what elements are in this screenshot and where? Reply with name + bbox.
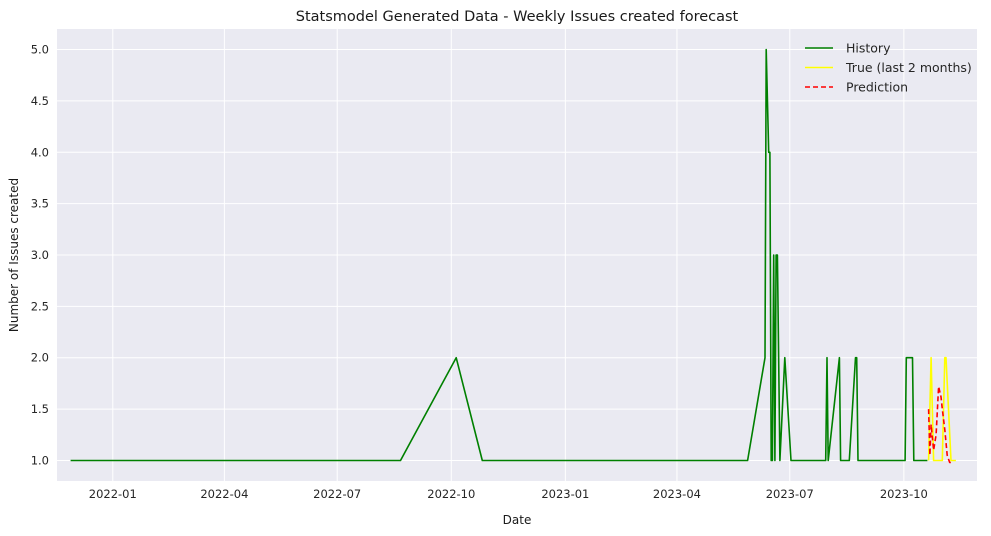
y-axis-label: Number of Issues created: [7, 178, 21, 332]
x-tick-label: 2023-10: [880, 487, 928, 501]
series-layer: [70, 48, 956, 464]
x-tick-label: 2022-07: [313, 487, 361, 501]
y-tick-label: 3.0: [31, 248, 49, 262]
x-tick-label: 2023-04: [653, 487, 701, 501]
y-tick-label: 2.5: [31, 299, 49, 313]
x-axis-ticks: 2022-01 2022-04 2022-07 2022-10 2023-01 2023-…: [89, 487, 928, 501]
grid: [57, 29, 977, 481]
y-tick-label: 4.5: [31, 94, 49, 108]
y-tick-label: 2.0: [31, 351, 49, 365]
y-tick-label: 1.0: [31, 453, 49, 467]
y-tick-label: 4.0: [31, 145, 49, 159]
chart-title: Statsmodel Generated Data - Weekly Issue…: [296, 9, 739, 25]
x-tick-label: 2023-07: [766, 487, 814, 501]
series-line-true-last-2-months: [927, 356, 956, 462]
legend-label-history: History: [846, 41, 891, 56]
y-tick-label: 1.5: [31, 402, 49, 416]
x-tick-label: 2022-10: [427, 487, 475, 501]
x-tick-label: 2022-04: [200, 487, 248, 501]
series-line-history: [70, 48, 928, 462]
y-tick-label: 5.0: [31, 43, 49, 57]
x-tick-label: 2022-01: [89, 487, 137, 501]
y-tick-label: 3.5: [31, 197, 49, 211]
series-line-prediction: [927, 385, 954, 464]
legend-label-prediction: Prediction: [846, 80, 908, 95]
y-axis-ticks: 1.0 1.5 2.0 2.5 3.0 3.5 4.0 4.5 5.0: [31, 43, 49, 468]
x-axis-label: Date: [503, 513, 532, 527]
legend: History True (last 2 months) Prediction: [805, 41, 972, 95]
legend-label-true-last-2-months: True (last 2 months): [845, 60, 972, 75]
x-tick-label: 2023-01: [541, 487, 589, 501]
